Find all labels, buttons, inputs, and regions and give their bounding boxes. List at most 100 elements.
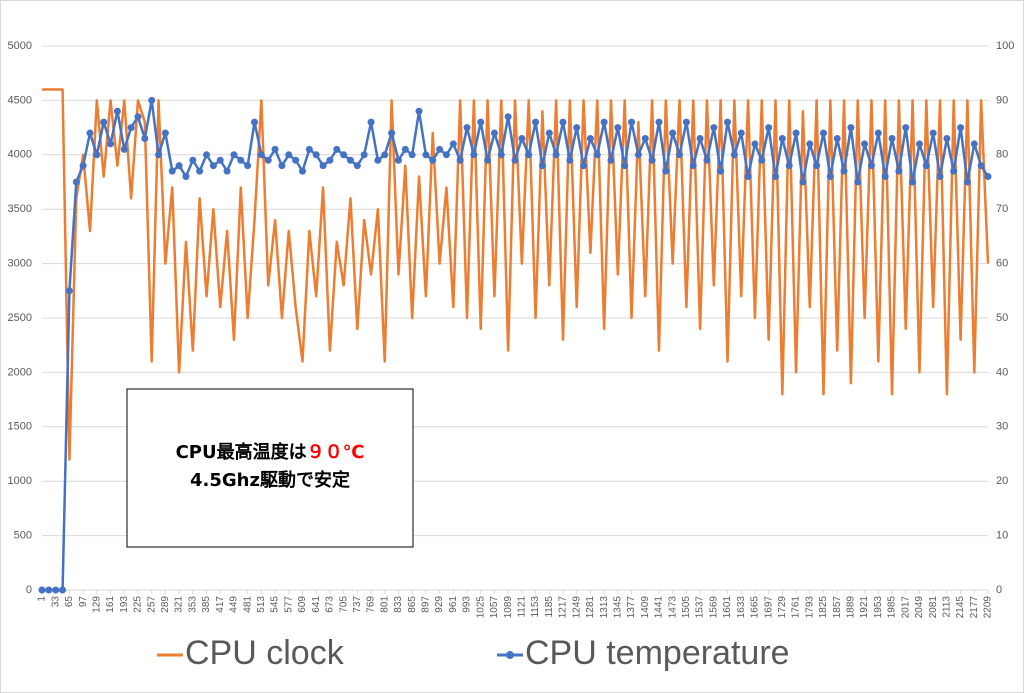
point bbox=[703, 156, 711, 164]
point bbox=[895, 167, 903, 175]
x-tick-label: 353 bbox=[187, 596, 198, 613]
x-tick-label: 417 bbox=[215, 596, 226, 613]
x-tick-label: 289 bbox=[160, 596, 171, 613]
x-tick-label: 609 bbox=[297, 596, 308, 613]
point bbox=[278, 162, 286, 170]
x-tick-label: 1121 bbox=[516, 596, 527, 618]
x-tick-label: 1921 bbox=[859, 596, 870, 619]
x-tick-label: 1601 bbox=[722, 596, 733, 619]
point bbox=[490, 129, 498, 137]
point bbox=[586, 134, 594, 142]
x-tick-label: 2017 bbox=[900, 596, 911, 619]
x-tick-label: 1441 bbox=[654, 596, 665, 619]
y-tick-label: 4500 bbox=[8, 94, 32, 106]
point bbox=[799, 178, 807, 186]
point bbox=[484, 156, 492, 164]
x-tick-label: 897 bbox=[421, 596, 432, 613]
x-tick-label: 641 bbox=[311, 596, 322, 613]
point bbox=[538, 162, 546, 170]
x-tick-label: 993 bbox=[462, 596, 473, 613]
x-tick-label: 705 bbox=[338, 596, 349, 613]
point bbox=[189, 156, 197, 164]
point bbox=[922, 162, 930, 170]
point bbox=[861, 140, 869, 148]
point bbox=[819, 129, 827, 137]
point bbox=[477, 118, 485, 126]
point bbox=[593, 151, 601, 159]
point bbox=[408, 151, 416, 159]
x-tick-label: 2177 bbox=[969, 596, 980, 619]
point bbox=[888, 134, 896, 142]
point bbox=[840, 167, 848, 175]
y2-tick-label: 70 bbox=[996, 203, 1008, 215]
point bbox=[696, 134, 704, 142]
x-tick-label: 65 bbox=[64, 596, 75, 608]
x-tick-label: 833 bbox=[393, 596, 404, 613]
point bbox=[628, 118, 636, 126]
point bbox=[244, 162, 252, 170]
point bbox=[984, 173, 992, 181]
point bbox=[394, 156, 402, 164]
point bbox=[449, 140, 457, 148]
point bbox=[806, 140, 814, 148]
x-tick-label: 1313 bbox=[599, 596, 610, 619]
x-tick-label: 481 bbox=[242, 596, 253, 613]
point bbox=[436, 145, 444, 153]
annotation-text: CPU最高温度は bbox=[176, 441, 307, 463]
x-tick-label: 801 bbox=[379, 596, 390, 613]
point bbox=[710, 124, 718, 132]
y-tick-label: 2000 bbox=[8, 366, 32, 378]
annotation-line1: CPU最高温度は９０℃ bbox=[176, 441, 365, 463]
point bbox=[388, 129, 396, 137]
point bbox=[634, 151, 642, 159]
y-tick-label: 2500 bbox=[8, 312, 32, 324]
point bbox=[230, 151, 238, 159]
y2-tick-label: 80 bbox=[996, 149, 1008, 161]
x-tick-label: 225 bbox=[133, 596, 144, 613]
point bbox=[532, 118, 540, 126]
y2-tick-label: 10 bbox=[996, 530, 1008, 542]
plot bbox=[38, 88, 992, 594]
annotation: CPU最高温度は９０℃ 4.5Ghz駆動で安定 bbox=[126, 388, 414, 548]
point bbox=[257, 151, 265, 159]
point bbox=[689, 162, 697, 170]
point bbox=[141, 134, 149, 142]
legend-marker bbox=[506, 651, 514, 659]
x-tick-label: 1 bbox=[37, 596, 48, 602]
point bbox=[950, 167, 958, 175]
grid: 0500100015002000250030003500400045005000… bbox=[8, 40, 1015, 618]
point bbox=[559, 118, 567, 126]
point bbox=[936, 173, 944, 181]
x-tick-label: 1281 bbox=[585, 596, 596, 619]
point bbox=[915, 140, 923, 148]
point bbox=[957, 124, 965, 132]
point bbox=[285, 151, 293, 159]
point bbox=[518, 134, 526, 142]
point bbox=[607, 156, 615, 164]
x-tick-label: 1473 bbox=[667, 596, 678, 619]
x-tick-label: 1409 bbox=[640, 596, 651, 619]
point bbox=[251, 118, 259, 126]
x-tick-label: 129 bbox=[91, 596, 102, 613]
y-tick-label: 3500 bbox=[8, 203, 32, 215]
point bbox=[305, 145, 313, 153]
point bbox=[381, 151, 389, 159]
legend: CPU clock CPU temperature bbox=[157, 634, 790, 672]
y-tick-label: 5000 bbox=[8, 40, 32, 52]
x-tick-label: 769 bbox=[366, 596, 377, 613]
x-tick-label: 2113 bbox=[942, 596, 953, 618]
point bbox=[298, 167, 306, 175]
x-tick-label: 1089 bbox=[503, 596, 514, 619]
point bbox=[374, 156, 382, 164]
point bbox=[100, 118, 108, 126]
point bbox=[346, 156, 354, 164]
y2-tick-label: 90 bbox=[996, 94, 1008, 106]
y2-tick-label: 50 bbox=[996, 312, 1008, 324]
point bbox=[909, 178, 917, 186]
point bbox=[52, 586, 60, 594]
annotation-box bbox=[126, 388, 414, 548]
point bbox=[161, 129, 169, 137]
point bbox=[881, 173, 889, 181]
